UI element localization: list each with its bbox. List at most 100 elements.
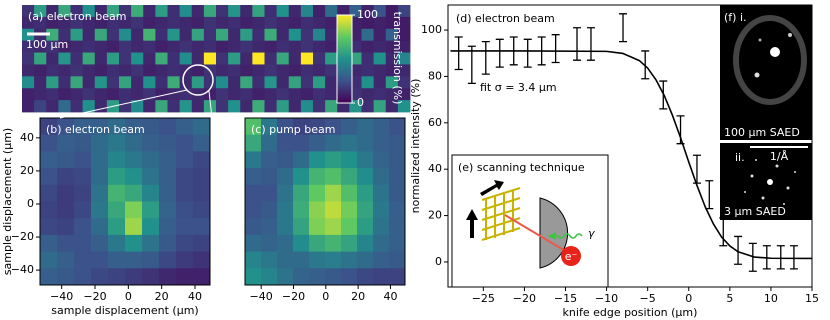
x-tick-label: −25	[472, 292, 495, 305]
heatmap-cell	[325, 151, 342, 169]
heatmap-cell	[228, 52, 241, 65]
heatmap-cell	[58, 16, 71, 30]
heatmap-cell	[245, 118, 262, 136]
heatmap-cell	[176, 268, 194, 286]
heatmap-cell	[252, 40, 265, 53]
heatmap-cell	[34, 88, 47, 101]
heatmap-cell	[357, 234, 374, 252]
panel-label: (f) i.	[724, 11, 747, 24]
heatmap-cell	[179, 52, 193, 65]
heatmap-cell	[373, 100, 387, 113]
heatmap-cell	[361, 52, 375, 65]
heatmap-cell	[108, 218, 126, 236]
heatmap-cell	[277, 268, 294, 286]
panel-label: (b) electron beam	[46, 123, 145, 136]
heatmap-cell	[46, 76, 59, 89]
heatmap-cell	[74, 201, 92, 219]
heatmap-cell	[373, 134, 390, 152]
heatmap-cell	[74, 234, 92, 252]
inset-e: (e) scanning technique γ e⁻	[451, 154, 609, 288]
heatmap-cell	[167, 52, 181, 65]
heatmap-cell	[82, 40, 96, 53]
heatmap-cell	[94, 52, 108, 65]
heatmap-cell	[70, 76, 84, 89]
heatmap-cell	[325, 5, 338, 18]
heatmap-cell	[106, 5, 120, 18]
heatmap-cell	[373, 88, 387, 101]
x-tick-label: 0	[685, 292, 692, 305]
heatmap-cell	[309, 201, 326, 219]
annotation: fit σ = 3.4 µm	[480, 81, 557, 94]
heatmap-cell	[264, 88, 278, 101]
heatmap-cell	[349, 88, 362, 101]
heatmap-cell	[277, 251, 294, 269]
heatmap-cell	[167, 5, 181, 18]
axes-frame	[244, 117, 406, 286]
heatmap-cell	[191, 16, 205, 30]
heatmap-cell	[108, 118, 126, 136]
heatmap-cell	[216, 64, 229, 77]
heatmap-cell	[385, 40, 399, 53]
heatmap-cell	[142, 134, 160, 152]
heatmap-cell	[325, 201, 342, 219]
y-axis-label: normalized intensity (%)	[409, 79, 422, 214]
heatmap-cell	[159, 184, 177, 202]
heatmap-cell	[341, 218, 358, 236]
heatmap-cell	[57, 234, 75, 252]
heatmap-cell	[373, 201, 390, 219]
heatmap-cell	[22, 52, 35, 65]
heatmap-cell	[300, 16, 314, 30]
heatmap-cell	[385, 76, 399, 89]
heatmap-cell	[94, 28, 108, 42]
heatmap-cell	[357, 168, 374, 186]
heatmap-cell	[119, 5, 132, 18]
heatmap-cell	[261, 184, 278, 202]
heatmap-cell	[300, 64, 314, 77]
heatmap-cell	[142, 234, 160, 252]
heatmap-cell	[70, 28, 84, 42]
heatmap-cell	[91, 218, 109, 236]
heatmap-cell	[277, 168, 294, 186]
heatmap-cell	[325, 40, 338, 53]
heatmap-cell	[300, 76, 314, 89]
heatmap-cell	[277, 218, 294, 236]
heatmap-cell	[57, 218, 75, 236]
x-tick-label: −5	[640, 292, 656, 305]
heatmap-cell	[22, 76, 35, 89]
heatmap-cell	[179, 16, 193, 30]
heatmap-cell	[119, 52, 132, 65]
heatmap-cell	[159, 168, 177, 186]
heatmap-cell	[240, 28, 253, 42]
heatmap-cell	[106, 16, 120, 30]
heatmap-cell	[357, 118, 374, 136]
heatmap-cell	[74, 118, 92, 136]
heatmap-cell	[58, 28, 71, 42]
heatmap-cell	[276, 5, 290, 18]
heatmap-cell	[176, 184, 194, 202]
heatmap-cell	[125, 218, 143, 236]
heatmap-cell	[240, 88, 253, 101]
heatmap-cell	[373, 5, 387, 18]
heatmap-cell	[203, 40, 217, 53]
y-tick-label: 40	[20, 131, 34, 144]
heatmap-cell	[240, 100, 253, 113]
heatmap-cell	[389, 218, 406, 236]
heatmap-cell	[91, 268, 109, 286]
heatmap-cell	[300, 40, 314, 53]
heatmap-cell	[357, 151, 374, 169]
error-bar	[523, 38, 532, 68]
heatmap-cell	[203, 52, 217, 65]
heatmap-cell	[252, 28, 265, 42]
heatmap-cell	[276, 52, 290, 65]
heatmap-cell	[70, 40, 84, 53]
heatmap-cell	[341, 268, 358, 286]
x-tick-label: −20	[83, 290, 106, 303]
heatmap-cell	[94, 100, 108, 113]
panel-label: (c) pump beam	[251, 123, 335, 136]
heatmap-cell	[397, 5, 411, 18]
heatmap-cell	[193, 251, 211, 269]
heatmap-cell	[91, 168, 109, 186]
heatmap-cell	[119, 76, 132, 89]
inset-title: (e) scanning technique	[458, 161, 585, 174]
panel-label: (d) electron beam	[456, 12, 555, 25]
